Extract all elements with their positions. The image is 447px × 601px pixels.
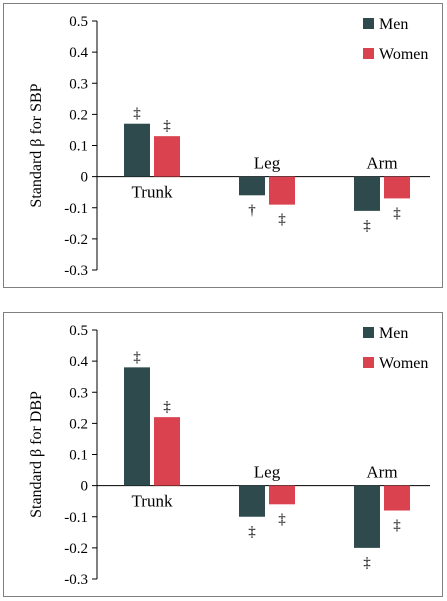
category-label-arm: Arm [366,463,397,482]
sbp-bar-chart: 0.5 0.4 0.3 0.2 0.1 0 -0.1 -0.2 -0.3 Standard β f… [28,14,430,279]
y-axis-title: Standard β for DBP [28,391,45,518]
significance-marker: ‡ [133,349,141,365]
y-tick-label: 0.5 [69,14,88,30]
bar-men-arm [354,485,380,548]
bar-men-trunk [124,367,150,486]
significance-marker: ‡ [363,218,371,234]
legend-label-women: Women [379,355,428,372]
bar-women-arm [384,176,410,199]
y-tick-label: 0.4 [69,45,88,61]
significance-marker: ‡ [278,511,286,527]
bar-men-leg [239,176,265,196]
legend-label-men: Men [379,16,408,33]
y-tick-label: 0.1 [69,448,88,464]
category-label-leg: Leg [254,463,281,482]
significance-marker: ‡ [393,205,401,221]
legend-label-men: Men [379,325,408,342]
legend-swatch-men [363,18,374,29]
y-tick-label: 0.4 [69,354,88,370]
sbp-chart-panel: 0.5 0.4 0.3 0.2 0.1 0 -0.1 -0.2 -0.3 Standard β f… [3,3,443,288]
y-axis-title: Standard β for SBP [28,83,45,207]
y-tick-label: -0.1 [64,510,88,526]
category-label-leg: Leg [254,154,281,173]
legend-swatch-women [363,48,374,59]
category-label-trunk: Trunk [132,492,173,511]
bar-women-arm [384,485,410,511]
bar-women-trunk [154,136,180,177]
significance-marker: ‡ [163,118,171,134]
y-tick-label: 0.5 [69,323,88,339]
y-tick-label: 0 [81,170,89,186]
category-label-arm: Arm [366,154,397,173]
significance-marker: ‡ [133,106,141,122]
y-tick-label: 0.2 [69,107,88,123]
y-tick-label: 0 [81,479,89,495]
legend-swatch-women [363,357,374,368]
y-tick-label: -0.2 [64,232,88,248]
significance-marker: ‡ [363,555,371,571]
y-tick-label: -0.2 [64,541,88,557]
y-tick-label: 0.1 [69,139,88,155]
bar-women-leg [269,176,295,205]
bar-men-leg [239,485,265,517]
y-tick-label: -0.3 [64,263,88,279]
y-tick-label: -0.1 [64,201,88,217]
legend-label-women: Women [379,46,428,63]
y-tick-label: 0.3 [69,76,88,92]
bar-women-leg [269,485,295,505]
y-tick-label: -0.3 [64,572,88,588]
significance-marker: ‡ [163,399,171,415]
y-tick-label: 0.2 [69,416,88,432]
bar-women-trunk [154,417,180,486]
significance-marker: ‡ [393,518,401,534]
bar-men-trunk [124,123,150,177]
legend-swatch-men [363,327,374,338]
dbp-chart-panel: 0.5 0.4 0.3 0.2 0.1 0 -0.1 -0.2 -0.3 Standard β f… [3,312,443,597]
significance-marker: ‡ [278,212,286,228]
significance-marker: † [248,202,256,218]
significance-marker: ‡ [248,524,256,540]
bar-men-arm [354,176,380,211]
dbp-bar-chart: 0.5 0.4 0.3 0.2 0.1 0 -0.1 -0.2 -0.3 Standard β f… [28,323,430,588]
category-label-trunk: Trunk [132,183,173,202]
y-tick-label: 0.3 [69,385,88,401]
